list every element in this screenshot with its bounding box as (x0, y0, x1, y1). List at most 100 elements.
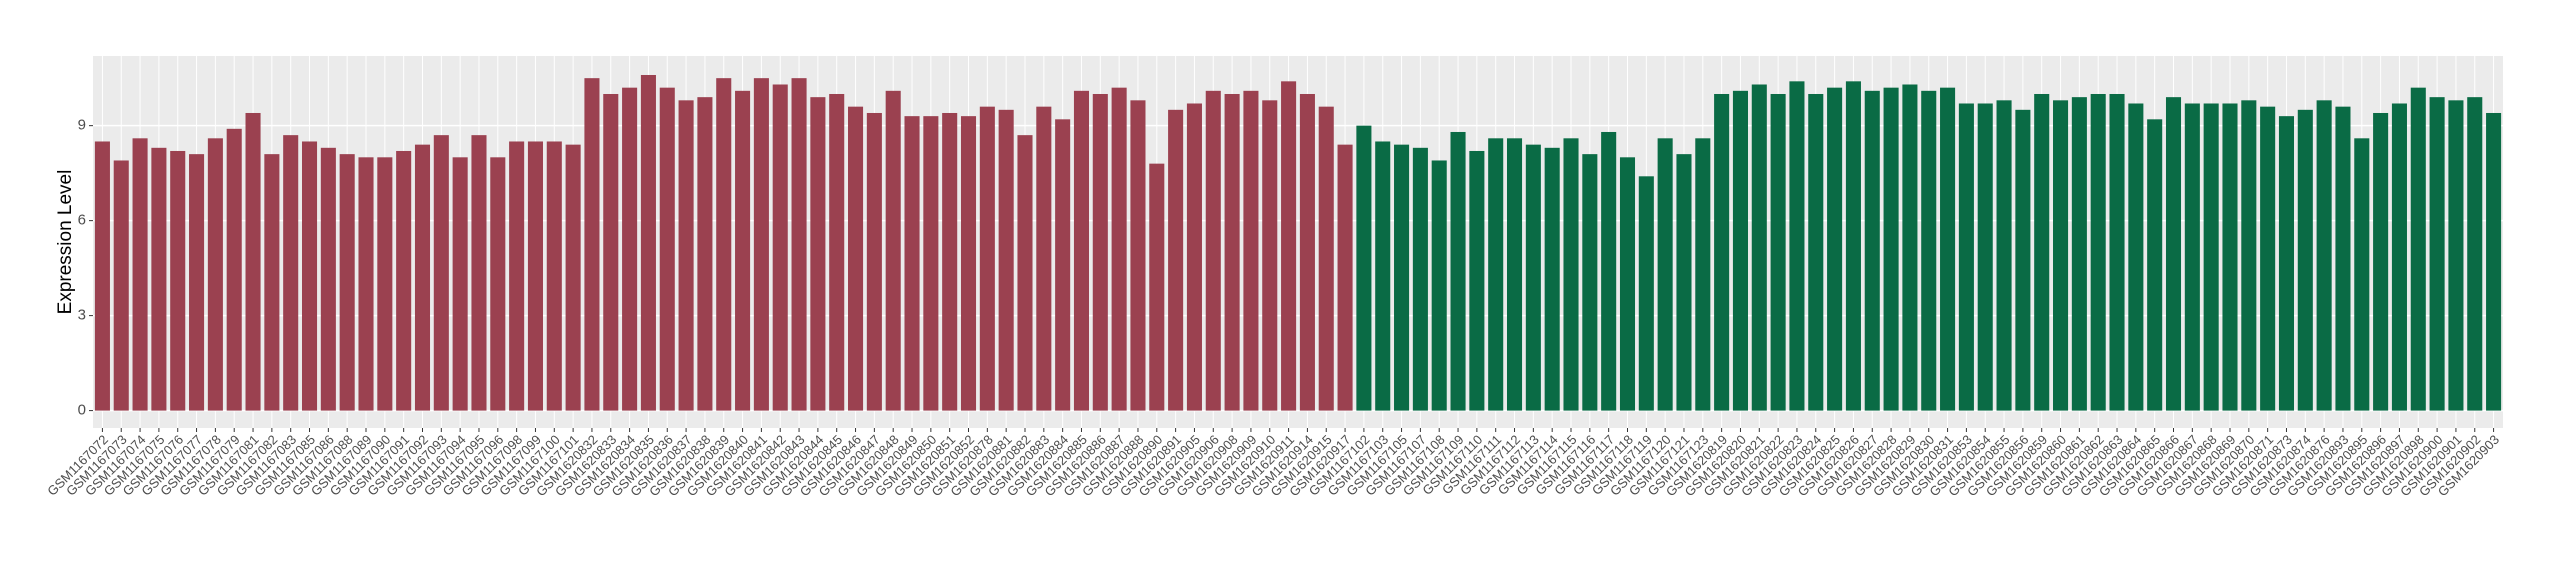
bar (2260, 106, 2276, 411)
bar (414, 144, 431, 411)
bar (2147, 119, 2163, 411)
bar (2486, 112, 2502, 411)
bar (2165, 97, 2182, 411)
bar (1732, 90, 1748, 411)
bar (320, 147, 336, 411)
bar (1845, 81, 1861, 411)
bar (1770, 93, 1786, 411)
bar (565, 144, 581, 411)
bar (1073, 90, 1090, 411)
bar (2335, 106, 2351, 411)
y-tick-label: 9 (78, 117, 86, 134)
bar (1864, 90, 1880, 411)
bar (1996, 100, 2012, 411)
bar (1469, 150, 1485, 411)
bar (1808, 93, 1824, 411)
bar (2373, 112, 2389, 411)
bar (1676, 154, 1692, 411)
bar (2128, 103, 2144, 411)
bar (2184, 103, 2200, 411)
bar (2297, 109, 2313, 411)
bar (1224, 93, 1240, 411)
bar (151, 147, 167, 411)
bar (904, 116, 920, 411)
bar (1205, 90, 1221, 411)
bar (1506, 138, 1523, 411)
bar (2410, 87, 2426, 411)
bar (1130, 100, 1146, 411)
bar (1412, 147, 1428, 411)
bar (1036, 106, 1052, 411)
bar (998, 109, 1014, 411)
bar (584, 78, 600, 411)
bar (1827, 87, 1843, 411)
bar (452, 157, 468, 411)
bar (264, 154, 280, 411)
bar (132, 138, 148, 411)
bar (603, 93, 619, 411)
bar (1186, 103, 1202, 411)
bar (2316, 100, 2332, 411)
bar (942, 112, 958, 411)
bar (1431, 160, 1447, 411)
bar (697, 97, 713, 411)
bar (829, 93, 845, 411)
bar (979, 106, 995, 411)
bar (2391, 103, 2407, 411)
bar (2015, 109, 2031, 411)
bar (1017, 135, 1033, 411)
bar (1751, 84, 1767, 411)
bar (1619, 157, 1636, 411)
y-tick-label: 3 (78, 307, 86, 324)
y-tick-label: 6 (78, 212, 86, 229)
bar (866, 112, 882, 411)
bar (1318, 106, 1334, 411)
bar (735, 90, 751, 411)
bar (640, 74, 656, 411)
bar (1168, 109, 1184, 411)
bar (207, 138, 223, 411)
bar (1714, 93, 1730, 411)
bar (2090, 93, 2106, 411)
bar (301, 141, 318, 411)
bar (1977, 103, 1993, 411)
bar (960, 116, 977, 411)
bar (1055, 119, 1071, 411)
bar (923, 116, 939, 411)
bar (527, 141, 543, 411)
bar (772, 84, 788, 411)
bar (1262, 100, 1278, 411)
bar (791, 78, 807, 411)
bar (546, 141, 562, 411)
bar (283, 135, 299, 411)
bar (1281, 81, 1297, 411)
bar (509, 141, 525, 411)
bar (1902, 84, 1918, 411)
bar (94, 141, 110, 411)
bar (377, 157, 393, 411)
bar (433, 135, 449, 411)
bar (1921, 90, 1937, 411)
bar (113, 160, 129, 411)
bar (358, 157, 374, 411)
bar (1450, 131, 1466, 411)
bar (1356, 125, 1372, 411)
bar (1563, 138, 1579, 411)
bar (490, 157, 506, 411)
bar (1375, 141, 1391, 411)
bar (716, 78, 732, 411)
bar (2467, 97, 2483, 411)
bar (1940, 87, 1956, 411)
bar (1582, 154, 1598, 411)
bar (1958, 103, 1974, 411)
bar (1525, 144, 1541, 411)
bar (245, 112, 261, 411)
bar (396, 150, 412, 411)
bar (2203, 103, 2219, 411)
bar (885, 90, 901, 411)
bar (2429, 97, 2445, 411)
bar (2034, 93, 2050, 411)
bar (1657, 138, 1673, 411)
